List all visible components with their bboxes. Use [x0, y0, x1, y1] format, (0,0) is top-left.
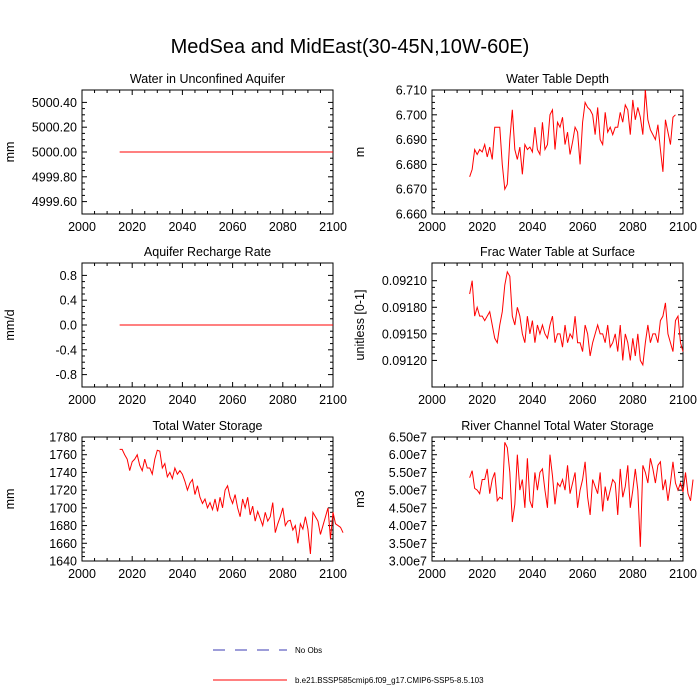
chart-title: Water in Unconfined Aquifer — [130, 72, 285, 86]
y-tick-label: 4999.80 — [32, 170, 77, 184]
y-tick-label: 0.09180 — [382, 301, 427, 315]
y-tick-label: 1660 — [49, 537, 77, 551]
x-tick-label: 2000 — [418, 393, 446, 407]
y-tick-label: 6.660 — [396, 208, 427, 222]
x-tick-label: 2060 — [569, 393, 597, 407]
x-tick-label: 2020 — [468, 567, 496, 581]
x-tick-label: 2020 — [468, 393, 496, 407]
legend-label-model: b.e21.BSSP585cmip6.f09_g17.CMIP6-SSP5-8.… — [295, 676, 484, 685]
y-tick-label: 6.670 — [396, 183, 427, 197]
y-tick-label: 4.00e7 — [389, 519, 427, 533]
x-tick-label: 2040 — [518, 220, 546, 234]
y-tick-label: 6.00e7 — [389, 448, 427, 462]
chart-recharge-rate: Aquifer Recharge Rate mm/d 2000 2020 2040 206… — [3, 245, 347, 407]
y-tick-label: 6.700 — [396, 108, 427, 122]
x-tick-label: 2000 — [418, 567, 446, 581]
figure-title: MedSea and MidEast(30-45N,10W-60E) — [170, 36, 530, 58]
x-tick-label: 2060 — [569, 567, 597, 581]
y-tick-label: 5.00e7 — [389, 484, 427, 498]
x-tick-label: 2100 — [669, 220, 697, 234]
y-tick-label: 4.50e7 — [389, 501, 427, 515]
x-tick-label: 2020 — [118, 393, 146, 407]
y-tick-label: 6.690 — [396, 133, 427, 147]
x-tick-label: 2100 — [319, 220, 347, 234]
y-tick-label: 1760 — [49, 448, 77, 462]
y-tick-label: 6.50e7 — [389, 431, 427, 445]
x-tick-label: 2060 — [569, 220, 597, 234]
y-tick-label: 1680 — [49, 519, 77, 533]
x-tick-label: 2040 — [518, 567, 546, 581]
legend-label-no-obs: No Obs — [295, 646, 322, 655]
x-tick-label: 2020 — [118, 567, 146, 581]
x-tick-label: 2080 — [269, 567, 297, 581]
series-line — [469, 442, 694, 547]
x-tick-label: 2080 — [619, 393, 647, 407]
x-tick-label: 2040 — [518, 393, 546, 407]
x-tick-label: 2100 — [319, 393, 347, 407]
y-tick-label: -0.4 — [55, 343, 77, 357]
y-tick-label: 6.710 — [396, 84, 427, 98]
y-axis-label: mm — [3, 142, 17, 163]
chart-river-storage: River Channel Total Water Storage m3 2000 2… — [353, 419, 697, 581]
x-tick-label: 2040 — [168, 393, 196, 407]
y-axis-label: unitless [0-1] — [353, 290, 367, 361]
chart-title: Aquifer Recharge Rate — [144, 245, 271, 259]
series-line — [469, 89, 676, 191]
x-tick-label: 2060 — [219, 393, 247, 407]
x-tick-label: 2000 — [68, 220, 96, 234]
chart-title: River Channel Total Water Storage — [461, 419, 654, 433]
y-tick-label: 1780 — [49, 431, 77, 445]
y-tick-label: 1740 — [49, 466, 77, 480]
x-tick-label: 2040 — [168, 220, 196, 234]
x-tick-label: 2020 — [118, 220, 146, 234]
y-tick-label: 5000.00 — [32, 146, 77, 160]
y-tick-label: 1700 — [49, 501, 77, 515]
y-tick-label: 3.00e7 — [389, 555, 427, 569]
x-tick-label: 2080 — [269, 220, 297, 234]
x-tick-label: 2060 — [219, 567, 247, 581]
y-tick-label: 0.09210 — [382, 274, 427, 288]
y-tick-label: 5.50e7 — [389, 466, 427, 480]
y-tick-label: 0.4 — [60, 294, 77, 308]
y-axis-label: m3 — [353, 490, 367, 507]
x-tick-label: 2080 — [619, 567, 647, 581]
y-axis-label: m — [353, 147, 367, 157]
chart-frac-water-table: Frac Water Table at Surface unitless [0-1… — [353, 245, 697, 407]
y-tick-label: 0.8 — [60, 269, 77, 283]
x-tick-label: 2080 — [269, 393, 297, 407]
x-tick-label: 2000 — [68, 567, 96, 581]
y-tick-label: 0.09120 — [382, 354, 427, 368]
chart-aquifer-water: Water in Unconfined Aquifer mm 2000 2020 204… — [3, 72, 347, 234]
chart-title: Total Water Storage — [152, 419, 262, 433]
x-tick-label: 2080 — [619, 220, 647, 234]
x-tick-label: 2060 — [219, 220, 247, 234]
y-tick-label: 3.50e7 — [389, 537, 427, 551]
y-tick-label: 1640 — [49, 555, 77, 569]
y-tick-label: 6.680 — [396, 158, 427, 172]
x-tick-label: 2100 — [669, 393, 697, 407]
x-tick-label: 2000 — [68, 393, 96, 407]
series-line — [119, 448, 344, 554]
y-tick-label: -0.8 — [55, 368, 77, 382]
series-line — [469, 270, 684, 367]
y-axis-label: mm — [3, 489, 17, 510]
y-axis-label: mm/d — [3, 309, 17, 340]
y-tick-label: 1720 — [49, 484, 77, 498]
y-tick-label: 0.0 — [60, 319, 77, 333]
y-tick-label: 5000.20 — [32, 121, 77, 135]
x-tick-label: 2000 — [418, 220, 446, 234]
chart-water-table-depth: Water Table Depth m 2000 2020 2040 2060 2080 21… — [353, 72, 697, 234]
y-tick-label: 0.09150 — [382, 327, 427, 341]
chart-title: Water Table Depth — [506, 72, 609, 86]
x-tick-label: 2020 — [468, 220, 496, 234]
x-tick-label: 2040 — [168, 567, 196, 581]
x-tick-label: 2100 — [669, 567, 697, 581]
y-tick-label: 5000.40 — [32, 96, 77, 110]
chart-total-water-storage: Total Water Storage mm 2000 2020 2040 2060 208… — [3, 419, 347, 581]
y-tick-label: 4999.60 — [32, 195, 77, 209]
x-tick-label: 2100 — [319, 567, 347, 581]
chart-title: Frac Water Table at Surface — [480, 245, 635, 259]
